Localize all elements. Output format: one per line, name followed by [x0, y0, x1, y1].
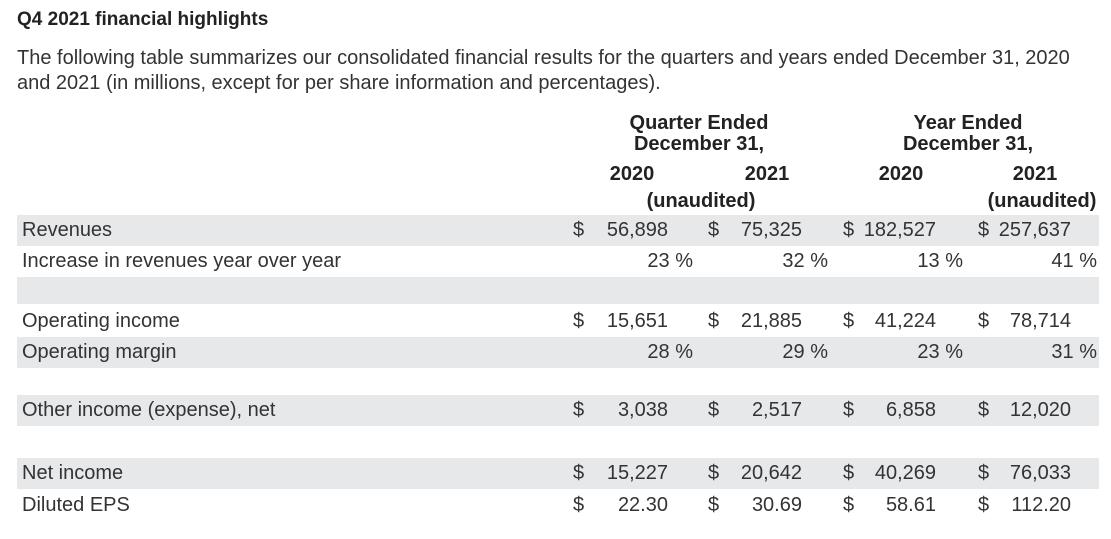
fy-2021-value: 41 %	[1051, 250, 1097, 272]
q4-2020-value: 23 %	[647, 250, 693, 272]
table-row-operating-income: Operating income $ 15,651 $ 21,885 $ 41,…	[17, 306, 1099, 337]
q4-2020-value: 15,651	[606, 310, 668, 332]
row-label: Other income (expense), net	[22, 399, 276, 421]
currency-symbol: $	[978, 219, 990, 241]
currency-symbol: $	[708, 494, 720, 516]
fy-2021-value: 12,020	[1009, 399, 1071, 421]
row-label: Operating income	[22, 310, 180, 332]
q4-2020-value: 22.30	[617, 494, 668, 516]
fy-2020-value: 58.61	[885, 494, 936, 516]
q4-2021-value: 75,325	[740, 219, 802, 241]
currency-symbol: $	[978, 399, 990, 421]
year-group-header-line1: Year Ended	[913, 112, 1023, 134]
table-row-revenues: Revenues $ 56,898 $ 75,325 $ 182,527 $ 2…	[17, 215, 1099, 246]
table-spacer-row	[17, 277, 1099, 304]
fy-2020-value: 40,269	[874, 462, 936, 484]
fy-2020-value: 41,224	[874, 310, 936, 332]
currency-symbol: $	[573, 462, 585, 484]
table-row-diluted-eps: Diluted EPS $ 22.30 $ 30.69 $ 58.61 $ 11…	[17, 490, 1099, 521]
row-label: Operating margin	[22, 341, 177, 363]
fy-2021-value: 257,637	[998, 219, 1071, 241]
table-row-other-income: Other income (expense), net $ 3,038 $ 2,…	[17, 395, 1099, 426]
currency-symbol: $	[843, 219, 855, 241]
quarter-2020-header: 2020	[609, 163, 655, 185]
fy-2020-value: 6,858	[885, 399, 936, 421]
currency-symbol: $	[843, 494, 855, 516]
fy-2021-value: 76,033	[1009, 462, 1071, 484]
fy-2021-value: 112.20	[1011, 494, 1071, 516]
intro-paragraph: The following table summarizes our conso…	[17, 47, 1070, 94]
q4-2021-value: 29 %	[782, 341, 828, 363]
year-2021-header: 2021	[1012, 163, 1058, 185]
q4-2021-value: 32 %	[782, 250, 828, 272]
currency-symbol: $	[573, 494, 585, 516]
row-label: Net income	[22, 462, 124, 484]
currency-symbol: $	[708, 310, 720, 332]
table-row-net-income: Net income $ 15,227 $ 20,642 $ 40,269 $ …	[17, 458, 1099, 489]
fy-2021-value: 31 %	[1051, 341, 1097, 363]
fy-2020-value: 13 %	[917, 250, 963, 272]
row-label: Diluted EPS	[22, 494, 130, 516]
quarter-group-header-line2: December 31,	[633, 133, 765, 155]
fy-2020-value: 23 %	[917, 341, 963, 363]
table-row-operating-margin: Operating margin 28 % 29 % 23 % 31 %	[17, 337, 1099, 368]
currency-symbol: $	[573, 399, 585, 421]
row-label: Increase in revenues year over year	[22, 250, 342, 272]
q4-2020-value: 28 %	[647, 341, 693, 363]
quarter-2021-header: 2021	[744, 163, 790, 185]
q4-2020-value: 56,898	[606, 219, 668, 241]
q4-2021-value: 20,642	[740, 462, 802, 484]
table-row-revenue-growth: Increase in revenues year over year 23 %…	[17, 246, 1099, 277]
q4-2021-value: 21,885	[740, 310, 802, 332]
currency-symbol: $	[573, 310, 585, 332]
q4-2021-value: 30.69	[751, 494, 802, 516]
currency-symbol: $	[843, 310, 855, 332]
row-label: Revenues	[22, 219, 113, 241]
year-2020-header: 2020	[878, 163, 924, 185]
quarter-group-header-line1: Quarter Ended	[629, 112, 769, 134]
fy-2020-value: 182,527	[863, 219, 936, 241]
year-unaudited-note: (unaudited)	[987, 190, 1097, 212]
currency-symbol: $	[573, 219, 585, 241]
quarter-unaudited-note: (unaudited)	[646, 190, 756, 212]
q4-2021-value: 2,517	[751, 399, 802, 421]
fy-2021-value: 78,714	[1009, 310, 1071, 332]
currency-symbol: $	[843, 399, 855, 421]
year-group-header-line2: December 31,	[902, 133, 1034, 155]
q4-2020-value: 15,227	[606, 462, 668, 484]
currency-symbol: $	[978, 310, 990, 332]
currency-symbol: $	[708, 399, 720, 421]
currency-symbol: $	[978, 494, 990, 516]
currency-symbol: $	[708, 219, 720, 241]
currency-symbol: $	[978, 462, 990, 484]
q4-2020-value: 3,038	[617, 399, 668, 421]
page-title: Q4 2021 financial highlights	[17, 9, 269, 30]
currency-symbol: $	[708, 462, 720, 484]
currency-symbol: $	[843, 462, 855, 484]
